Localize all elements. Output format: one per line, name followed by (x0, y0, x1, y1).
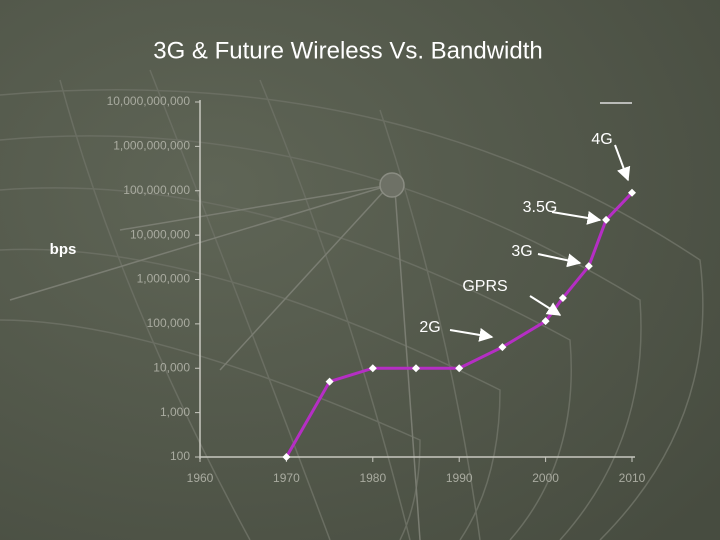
annotation: 3.5G (523, 199, 558, 216)
y-tick-label: 10,000,000,000 (107, 94, 191, 108)
y-tick-label: 1,000,000,000 (113, 139, 190, 153)
x-tick-label: 1960 (187, 471, 214, 485)
annotation-arrow (529, 295, 562, 316)
annotation-arrow (449, 328, 494, 342)
y-tick-label: 1,000 (160, 405, 190, 419)
x-tick-label: 2010 (619, 471, 646, 485)
data-point (584, 262, 593, 271)
y-axis-label: bps (50, 241, 77, 258)
annotation-arrow (614, 144, 631, 182)
data-point (368, 364, 377, 373)
x-tick-label: 1980 (359, 471, 386, 485)
data-point (282, 453, 291, 461)
y-tick-label: 10,000 (153, 360, 190, 374)
x-tick-label: 1970 (273, 471, 300, 485)
data-point (541, 317, 550, 326)
x-tick-label: 1990 (446, 471, 473, 485)
data-point (325, 377, 334, 386)
data-point (628, 188, 636, 197)
chart-title: 3G & Future Wireless Vs. Bandwidth (153, 37, 542, 64)
data-point (558, 293, 567, 302)
y-tick-label: 100,000 (147, 316, 191, 330)
data-point (498, 343, 507, 352)
annotation: 2G (419, 319, 440, 336)
y-tick-label: 100 (170, 449, 190, 463)
annotation: 3G (511, 243, 532, 260)
data-point (602, 215, 611, 224)
annotation: GPRS (462, 278, 507, 295)
y-tick-label: 10,000,000 (130, 227, 190, 241)
data-point (412, 364, 420, 373)
y-tick-label: 100,000,000 (123, 183, 190, 197)
x-tick-label: 2000 (532, 471, 559, 485)
y-tick-label: 1,000,000 (137, 272, 191, 286)
data-point (455, 364, 464, 373)
annotation-arrow (537, 253, 582, 268)
annotation-arrow (551, 211, 602, 225)
annotation: 4G (591, 131, 612, 148)
